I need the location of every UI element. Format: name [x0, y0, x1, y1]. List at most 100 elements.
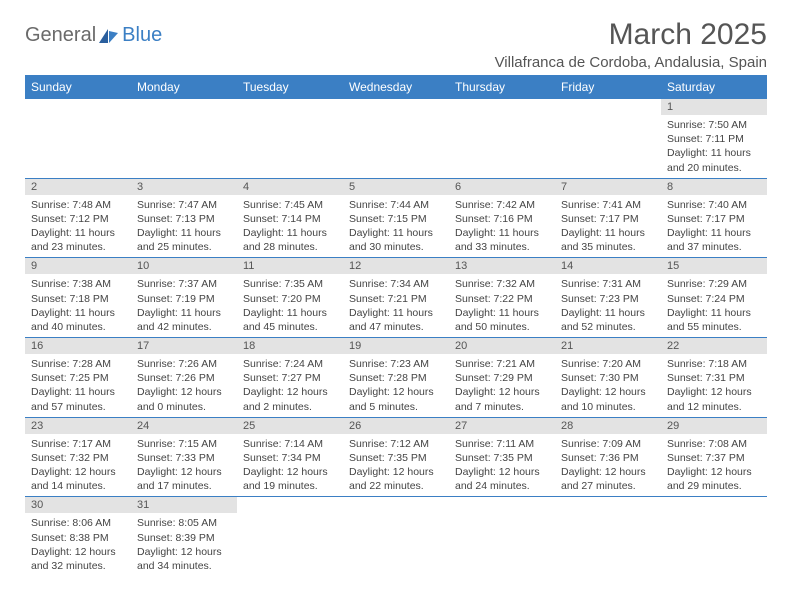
title-block: March 2025 Villafranca de Cordoba, Andal…	[495, 18, 767, 71]
sunset-line: Sunset: 7:21 PM	[349, 292, 443, 306]
sunrise-line: Sunrise: 7:15 AM	[137, 437, 231, 451]
weekday-header: Monday	[131, 75, 237, 99]
day-number: 19	[343, 338, 449, 354]
calendar-day-cell: 22Sunrise: 7:18 AMSunset: 7:31 PMDayligh…	[661, 338, 767, 418]
day-number: 26	[343, 418, 449, 434]
day-details: Sunrise: 7:11 AMSunset: 7:35 PMDaylight:…	[449, 434, 555, 497]
sunrise-line: Sunrise: 7:50 AM	[667, 118, 761, 132]
day-details: Sunrise: 7:50 AMSunset: 7:11 PMDaylight:…	[661, 115, 767, 178]
day-details: Sunrise: 7:09 AMSunset: 7:36 PMDaylight:…	[555, 434, 661, 497]
daylight-line: Daylight: 11 hours and 20 minutes.	[667, 146, 761, 174]
sunrise-line: Sunrise: 7:48 AM	[31, 198, 125, 212]
day-number: 8	[661, 179, 767, 195]
sunset-line: Sunset: 7:20 PM	[243, 292, 337, 306]
sunrise-line: Sunrise: 7:38 AM	[31, 277, 125, 291]
daylight-line: Daylight: 12 hours and 22 minutes.	[349, 465, 443, 493]
calendar-empty-cell	[237, 497, 343, 576]
daylight-line: Daylight: 12 hours and 34 minutes.	[137, 545, 231, 573]
daylight-line: Daylight: 11 hours and 30 minutes.	[349, 226, 443, 254]
sunrise-line: Sunrise: 7:37 AM	[137, 277, 231, 291]
calendar-empty-cell	[25, 99, 131, 178]
day-number: 24	[131, 418, 237, 434]
day-details: Sunrise: 7:12 AMSunset: 7:35 PMDaylight:…	[343, 434, 449, 497]
sunrise-line: Sunrise: 7:18 AM	[667, 357, 761, 371]
day-number: 10	[131, 258, 237, 274]
sunrise-line: Sunrise: 7:23 AM	[349, 357, 443, 371]
calendar-week-row: 30Sunrise: 8:06 AMSunset: 8:38 PMDayligh…	[25, 497, 767, 576]
sunrise-line: Sunrise: 7:45 AM	[243, 198, 337, 212]
weekday-header-row: SundayMondayTuesdayWednesdayThursdayFrid…	[25, 75, 767, 99]
daylight-line: Daylight: 12 hours and 24 minutes.	[455, 465, 549, 493]
calendar-day-cell: 23Sunrise: 7:17 AMSunset: 7:32 PMDayligh…	[25, 417, 131, 497]
calendar-day-cell: 12Sunrise: 7:34 AMSunset: 7:21 PMDayligh…	[343, 258, 449, 338]
day-details: Sunrise: 7:32 AMSunset: 7:22 PMDaylight:…	[449, 274, 555, 337]
sunrise-line: Sunrise: 7:31 AM	[561, 277, 655, 291]
day-details: Sunrise: 7:18 AMSunset: 7:31 PMDaylight:…	[661, 354, 767, 417]
day-number: 17	[131, 338, 237, 354]
calendar-day-cell: 13Sunrise: 7:32 AMSunset: 7:22 PMDayligh…	[449, 258, 555, 338]
calendar-day-cell: 5Sunrise: 7:44 AMSunset: 7:15 PMDaylight…	[343, 178, 449, 258]
calendar-day-cell: 16Sunrise: 7:28 AMSunset: 7:25 PMDayligh…	[25, 338, 131, 418]
weekday-header: Wednesday	[343, 75, 449, 99]
sunset-line: Sunset: 7:32 PM	[31, 451, 125, 465]
day-number: 13	[449, 258, 555, 274]
page-title: March 2025	[495, 18, 767, 52]
calendar-empty-cell	[555, 497, 661, 576]
daylight-line: Daylight: 11 hours and 23 minutes.	[31, 226, 125, 254]
calendar-empty-cell	[343, 99, 449, 178]
day-number: 23	[25, 418, 131, 434]
daylight-line: Daylight: 11 hours and 47 minutes.	[349, 306, 443, 334]
sunrise-line: Sunrise: 7:26 AM	[137, 357, 231, 371]
sunset-line: Sunset: 7:31 PM	[667, 371, 761, 385]
daylight-line: Daylight: 11 hours and 52 minutes.	[561, 306, 655, 334]
day-details: Sunrise: 7:24 AMSunset: 7:27 PMDaylight:…	[237, 354, 343, 417]
day-number: 25	[237, 418, 343, 434]
calendar-empty-cell	[237, 99, 343, 178]
day-details: Sunrise: 7:37 AMSunset: 7:19 PMDaylight:…	[131, 274, 237, 337]
sunset-line: Sunset: 7:14 PM	[243, 212, 337, 226]
daylight-line: Daylight: 12 hours and 0 minutes.	[137, 385, 231, 413]
calendar-week-row: 1Sunrise: 7:50 AMSunset: 7:11 PMDaylight…	[25, 99, 767, 178]
daylight-line: Daylight: 11 hours and 55 minutes.	[667, 306, 761, 334]
daylight-line: Daylight: 12 hours and 19 minutes.	[243, 465, 337, 493]
calendar-day-cell: 31Sunrise: 8:05 AMSunset: 8:39 PMDayligh…	[131, 497, 237, 576]
calendar-day-cell: 21Sunrise: 7:20 AMSunset: 7:30 PMDayligh…	[555, 338, 661, 418]
daylight-line: Daylight: 12 hours and 10 minutes.	[561, 385, 655, 413]
sunset-line: Sunset: 7:18 PM	[31, 292, 125, 306]
daylight-line: Daylight: 11 hours and 57 minutes.	[31, 385, 125, 413]
calendar-day-cell: 3Sunrise: 7:47 AMSunset: 7:13 PMDaylight…	[131, 178, 237, 258]
daylight-line: Daylight: 12 hours and 27 minutes.	[561, 465, 655, 493]
day-details: Sunrise: 7:47 AMSunset: 7:13 PMDaylight:…	[131, 195, 237, 258]
sunrise-line: Sunrise: 7:40 AM	[667, 198, 761, 212]
sunset-line: Sunset: 8:38 PM	[31, 531, 125, 545]
sunset-line: Sunset: 7:29 PM	[455, 371, 549, 385]
logo: General Blue	[25, 24, 162, 47]
sunset-line: Sunset: 7:36 PM	[561, 451, 655, 465]
sunset-line: Sunset: 7:33 PM	[137, 451, 231, 465]
calendar-day-cell: 11Sunrise: 7:35 AMSunset: 7:20 PMDayligh…	[237, 258, 343, 338]
daylight-line: Daylight: 11 hours and 35 minutes.	[561, 226, 655, 254]
sunset-line: Sunset: 7:24 PM	[667, 292, 761, 306]
sunset-line: Sunset: 7:13 PM	[137, 212, 231, 226]
day-number: 27	[449, 418, 555, 434]
sunset-line: Sunset: 7:27 PM	[243, 371, 337, 385]
sunrise-line: Sunrise: 7:44 AM	[349, 198, 443, 212]
day-number: 7	[555, 179, 661, 195]
sunset-line: Sunset: 7:12 PM	[31, 212, 125, 226]
sunrise-line: Sunrise: 7:14 AM	[243, 437, 337, 451]
day-details: Sunrise: 7:08 AMSunset: 7:37 PMDaylight:…	[661, 434, 767, 497]
day-number: 2	[25, 179, 131, 195]
day-number: 28	[555, 418, 661, 434]
day-details: Sunrise: 7:44 AMSunset: 7:15 PMDaylight:…	[343, 195, 449, 258]
calendar-empty-cell	[661, 497, 767, 576]
daylight-line: Daylight: 12 hours and 5 minutes.	[349, 385, 443, 413]
daylight-line: Daylight: 12 hours and 14 minutes.	[31, 465, 125, 493]
sunset-line: Sunset: 7:30 PM	[561, 371, 655, 385]
sunset-line: Sunset: 7:11 PM	[667, 132, 761, 146]
sunrise-line: Sunrise: 7:29 AM	[667, 277, 761, 291]
daylight-line: Daylight: 12 hours and 12 minutes.	[667, 385, 761, 413]
sunrise-line: Sunrise: 7:32 AM	[455, 277, 549, 291]
calendar-week-row: 9Sunrise: 7:38 AMSunset: 7:18 PMDaylight…	[25, 258, 767, 338]
calendar-empty-cell	[449, 497, 555, 576]
sunset-line: Sunset: 7:17 PM	[561, 212, 655, 226]
